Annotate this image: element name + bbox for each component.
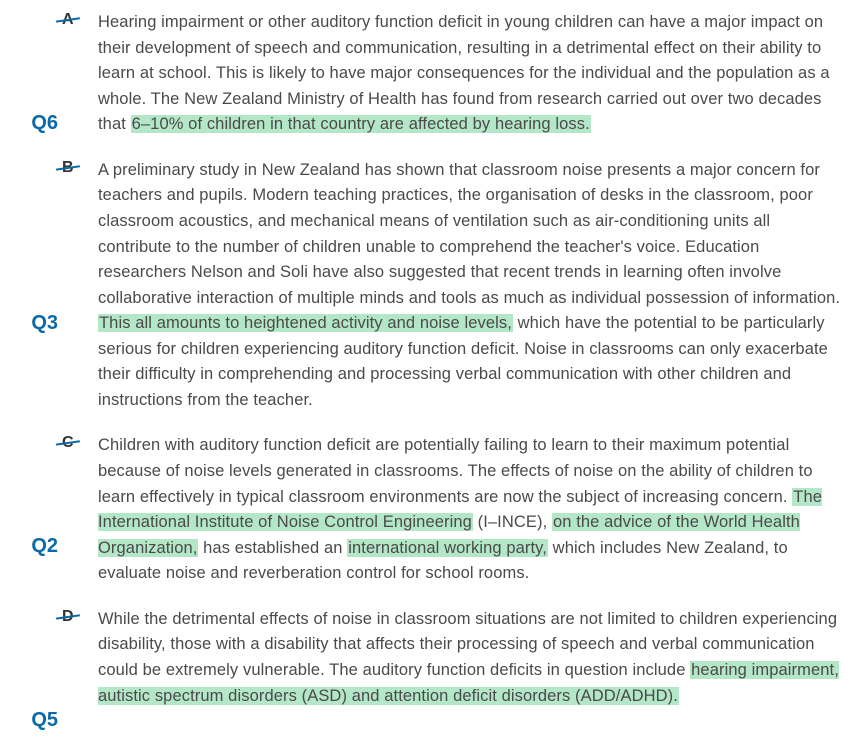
letter-col: C (62, 433, 98, 452)
paragraph-d: Q5 D While the detrimental effects of no… (62, 607, 845, 709)
highlighted-text: This all amounts to heightened activity … (98, 314, 513, 332)
paragraph-b: Q3 B A preliminary study in New Zealand … (62, 158, 845, 414)
paragraph-letter-d: D (62, 608, 74, 626)
paragraph-letter-c: C (62, 434, 74, 452)
question-label-q3: Q3 (22, 312, 58, 335)
highlighted-text: 6–10% of children in that country are af… (131, 115, 591, 133)
paragraph-a: Q6 A Hearing impairment or other auditor… (62, 10, 845, 138)
paragraph-body-a: Hearing impairment or other auditory fun… (98, 10, 845, 138)
paragraph-c: Q2 C Children with auditory function def… (62, 433, 845, 586)
paragraph-letter-b: B (62, 159, 74, 177)
paragraph-body-b: A preliminary study in New Zealand has s… (98, 158, 845, 414)
question-label-q2: Q2 (22, 535, 58, 558)
letter-col: B (62, 158, 98, 177)
paragraph-body-c: Children with auditory function deficit … (98, 433, 845, 586)
paragraph-body-d: While the detrimental effects of noise i… (98, 607, 845, 709)
highlighted-text: international working party, (347, 539, 548, 557)
paragraph-letter-a: A (62, 11, 74, 29)
passage-container: Q6 A Hearing impairment or other auditor… (20, 10, 845, 709)
question-label-q6: Q6 (22, 112, 58, 135)
body-text: (I–INCE), (473, 513, 552, 531)
question-label-q5: Q5 (22, 709, 58, 732)
letter-col: A (62, 10, 98, 29)
body-text: has established an (198, 539, 347, 557)
body-text: A preliminary study in New Zealand has s… (98, 161, 840, 307)
letter-col: D (62, 607, 98, 626)
body-text: Children with auditory function deficit … (98, 436, 813, 505)
